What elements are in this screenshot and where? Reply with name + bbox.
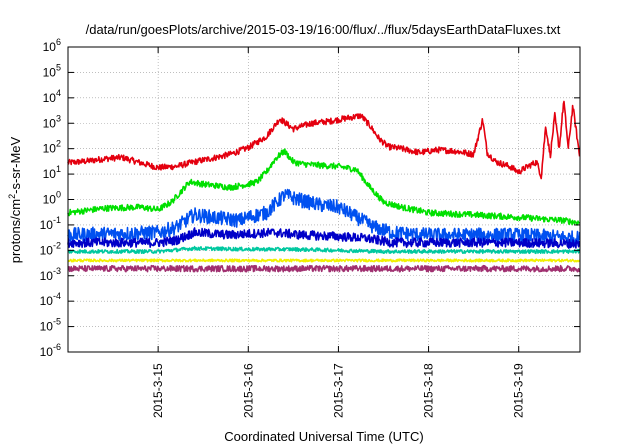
x-tick-label: 2015-3-19 xyxy=(512,363,526,418)
grid xyxy=(68,47,580,352)
chart-title: /data/run/goesPlots/archive/2015-03-19/1… xyxy=(86,22,561,37)
x-tick-label: 2015-3-18 xyxy=(422,363,436,418)
y-tick-label: 10-3 xyxy=(40,266,61,283)
y-tick-label: 100 xyxy=(43,190,61,207)
y-tick-label: 10-2 xyxy=(40,240,61,257)
flux-series-line xyxy=(67,227,581,249)
flux-series-line xyxy=(67,100,581,180)
flux-series-line xyxy=(67,258,581,263)
x-tick-label: 2015-3-16 xyxy=(241,363,255,418)
y-tick-label: 10-6 xyxy=(40,342,61,359)
y-axis-ticks: 10-6 10-5 10-4 10-3 10-2 10-1 100 101 102 103 104 1… xyxy=(40,37,580,359)
flux-series-line xyxy=(67,264,581,273)
y-tick-label: 105 xyxy=(43,62,61,79)
y-tick-label: 104 xyxy=(43,88,61,105)
flux-series-line xyxy=(67,188,581,246)
x-tick-label: 2015-3-17 xyxy=(331,363,345,418)
y-tick-label: 103 xyxy=(43,113,61,130)
x-axis-label: Coordinated Universal Time (UTC) xyxy=(224,429,423,444)
series-group xyxy=(67,100,581,273)
y-tick-label: 101 xyxy=(43,164,61,181)
flux-series-line xyxy=(67,148,581,226)
y-tick-label: 10-1 xyxy=(40,215,61,232)
y-tick-label: 106 xyxy=(43,37,61,54)
y-tick-label: 10-4 xyxy=(40,291,61,308)
y-tick-label: 102 xyxy=(43,139,61,156)
x-axis-ticks: 2015-3-15 2015-3-16 2015-3-17 2015-3-18 2015… xyxy=(151,47,526,418)
y-tick-label: 10-5 xyxy=(40,317,61,334)
x-tick-label: 2015-3-15 xyxy=(151,363,165,418)
y-axis-label: protons/cm2-s-sr-MeV xyxy=(7,136,23,263)
flux-series-line xyxy=(67,245,581,255)
